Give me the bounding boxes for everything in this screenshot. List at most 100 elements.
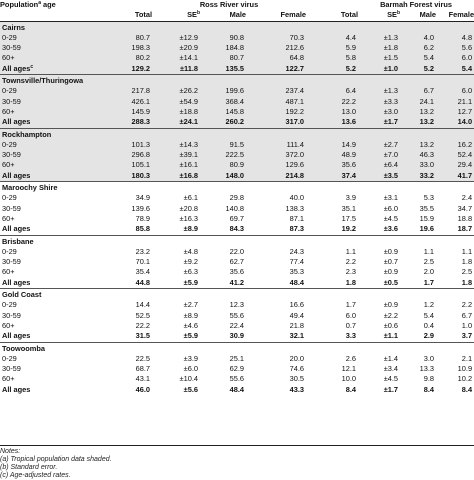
col-header-se: SEb — [152, 10, 200, 22]
table-cell: 10.2 — [457, 374, 473, 384]
age-group-label: 30-59 — [2, 257, 21, 267]
table-cell: ±6.0 — [383, 203, 399, 213]
table-cell: 148.0 — [200, 170, 246, 182]
age-group-label: 60+ — [2, 374, 15, 384]
table-cell: 222.5 — [200, 150, 246, 161]
table-cell: ±4.8 — [183, 246, 198, 256]
table-cell: ±20.9 — [152, 43, 200, 54]
table-cell: 87.3 — [289, 224, 305, 234]
table-cell: 49.4 — [289, 310, 305, 320]
table-row: 30-59 296.8 ±39.1 222.5 372.0 48.9 ±7.0 46.3 52.… — [0, 150, 474, 161]
table-cell: ±6.4 — [358, 160, 401, 171]
table-cell: 31.5 — [135, 331, 150, 341]
table-cell: 3.3 — [345, 331, 357, 341]
table-row: 30-59 426.1 ±54.9 368.4 487.1 22.2 ±3.3 24.1 21.… — [0, 96, 474, 107]
table-cell: 14.4 — [135, 300, 150, 310]
table-cell: ±3.6 — [383, 224, 399, 234]
region-name: Toowoomba — [0, 341, 474, 354]
table-cell: 18.7 — [457, 224, 473, 234]
table-cell: ±16.3 — [179, 213, 198, 223]
table-notes: Notes: (a) Tropical population data shad… — [0, 445, 474, 480]
table-cell: 77.4 — [289, 257, 305, 267]
table-cell: 62.7 — [229, 257, 244, 267]
table-row: All ages 44.8 ±5.9 41.2 48.4 1.8 ±0.5 1.7 1.8 — [0, 278, 474, 289]
table-cell: 41.7 — [436, 170, 474, 182]
table-cell: 372.0 — [246, 150, 307, 161]
table-cell: 14.0 — [436, 117, 474, 129]
table-cell: ±6.1 — [183, 193, 198, 203]
age-group-label: 30-59 — [0, 150, 112, 161]
table-cell: 5.8 — [306, 53, 359, 64]
table-cell: 13.2 — [400, 106, 437, 118]
table-cell: ±1.7 — [383, 384, 399, 394]
table-cell: 6.0 — [345, 310, 357, 320]
table-cell: 46.0 — [135, 384, 150, 394]
table-cell: 21.8 — [289, 320, 305, 330]
col-header-se: SEb — [358, 10, 401, 22]
table-cell: 35.5 — [419, 203, 435, 213]
table-cell: 296.8 — [112, 150, 152, 161]
table-cell: 40.0 — [289, 193, 305, 203]
table-cell: 105.1 — [112, 160, 152, 171]
table-cell: 12.1 — [341, 364, 357, 374]
table-cell: ±6.3 — [183, 267, 198, 277]
table-cell: 19.2 — [341, 224, 357, 234]
table-row: 0-29 34.9 ±6.1 29.8 40.0 3.9 ±3.1 5.3 2.4 — [0, 193, 474, 203]
table-cell: 32.1 — [289, 331, 305, 341]
table-cell: 2.5 — [461, 267, 473, 277]
table-cell: 3.0 — [423, 353, 435, 363]
region-header-row: Rockhampton — [0, 127, 474, 140]
note-c: (c) Age-adjusted rates. — [0, 472, 71, 479]
table-cell: 1.8 — [345, 277, 357, 287]
table-cell: 16.2 — [436, 139, 474, 151]
table-row: 0-29 101.3 ±14.3 91.5 111.4 14.9 ±2.7 13.2 16.2 — [0, 139, 474, 151]
age-group-label: 60+ — [2, 320, 15, 330]
region-header-row: Townsville/Thuringowa — [0, 74, 474, 87]
table-row: 60+ 22.2 ±4.6 22.4 21.8 0.7 ±0.6 0.4 1.0 — [0, 321, 474, 331]
table-cell: 135.5 — [200, 63, 246, 75]
table-row: 60+ 35.4 ±6.3 35.6 35.3 2.3 ±0.9 2.0 2.5 — [0, 267, 474, 277]
table-cell: 13.2 — [400, 117, 437, 129]
table-cell: ±3.9 — [183, 353, 198, 363]
table-cell: 90.8 — [200, 32, 246, 44]
table-cell: 2.2 — [461, 300, 473, 310]
table-cell: 217.8 — [112, 86, 152, 97]
table-row: 60+ 80.2 ±14.1 80.7 64.8 5.8 ±1.5 5.4 6.0 — [0, 53, 474, 64]
table-cell: 55.6 — [229, 374, 244, 384]
table-cell: 10.0 — [341, 374, 357, 384]
age-group-label: 0-29 — [0, 32, 112, 44]
table-cell: ±26.2 — [152, 86, 200, 97]
table-cell: 2.5 — [423, 257, 435, 267]
table-cell: 19.6 — [419, 224, 435, 234]
table-cell: 70.1 — [135, 257, 150, 267]
table-cell: 317.0 — [246, 117, 307, 129]
table-cell: 30.9 — [229, 331, 244, 341]
table-row: 0-29 22.5 ±3.9 25.1 20.0 2.6 ±1.4 3.0 2.1 — [0, 354, 474, 364]
table-cell: 68.7 — [135, 364, 150, 374]
table-cell: 48.4 — [229, 384, 244, 394]
table-cell: 3.7 — [461, 331, 473, 341]
region-name: Cairns — [0, 20, 474, 33]
table-cell: 52.5 — [135, 310, 150, 320]
table-cell: ±3.0 — [358, 106, 401, 118]
table-cell: 101.3 — [112, 139, 152, 151]
table-row: 30-59 198.3 ±20.9 184.8 212.6 5.9 ±1.8 6.2 5.6 — [0, 43, 474, 54]
table-cell: 6.4 — [306, 86, 359, 97]
table-cell: 129.2 — [112, 63, 152, 75]
table-cell: 22.2 — [306, 96, 359, 107]
age-group-label: All ages — [0, 117, 112, 129]
table-cell: 288.3 — [112, 117, 152, 129]
table-cell: 8.4 — [461, 384, 473, 394]
region-name: Townsville/Thuringowa — [0, 74, 474, 87]
table-cell: 23.2 — [135, 246, 150, 256]
table-cell: 35.4 — [135, 267, 150, 277]
table-cell: 199.6 — [200, 86, 246, 97]
table-cell: ±1.1 — [383, 331, 399, 341]
table-row: All ages 288.3 ±24.1 260.2 317.0 13.6 ±1.7 13.2… — [0, 117, 474, 129]
age-group-label: 60+ — [2, 213, 15, 223]
table-cell: 85.8 — [135, 224, 150, 234]
table-cell: 29.4 — [436, 160, 474, 171]
table-cell: 6.0 — [436, 86, 474, 97]
table-cell: 18.8 — [457, 213, 473, 223]
table-cell: 37.4 — [306, 170, 359, 182]
